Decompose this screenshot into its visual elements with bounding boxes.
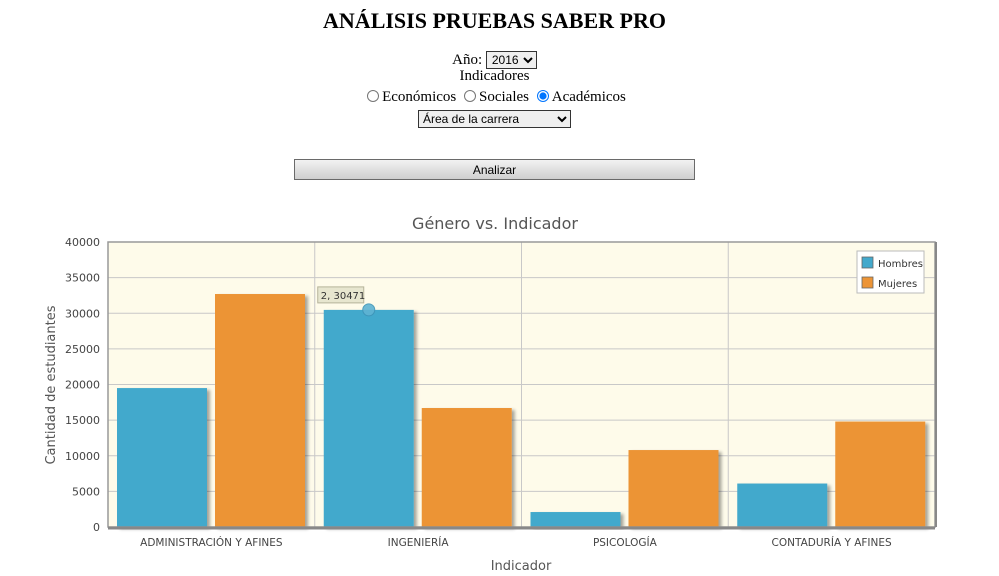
y-tick-label: 25000 [65, 343, 100, 356]
page-title: ANÁLISIS PRUEBAS SABER PRO [323, 8, 666, 33]
legend-label: Hombres [878, 259, 923, 270]
y-axis-label: Cantidad de estudiantes [44, 305, 59, 464]
radio-economicos-input[interactable] [367, 90, 380, 102]
bar-mujeres [215, 294, 305, 527]
area-row: Área de la carrera [0, 108, 989, 128]
radio-sociales[interactable]: Sociales [464, 89, 529, 105]
indicators-label: Indicadores [459, 68, 530, 84]
radio-sociales-input[interactable] [464, 90, 476, 102]
area-select[interactable]: Área de la carrera [418, 110, 571, 128]
radio-economicos[interactable]: Económicos [367, 89, 456, 105]
indicator-radio-group: Económicos Sociales Académicos [0, 89, 993, 106]
bar-mujeres [628, 450, 719, 527]
radio-sociales-label: Sociales [479, 89, 529, 105]
y-tick-label: 30000 [65, 307, 100, 320]
radio-economicos-label: Económicos [382, 89, 457, 105]
legend-swatch [861, 276, 874, 289]
axes: 0 5000 10000 15000 20000 25000 30000 35000 40000… [65, 236, 937, 549]
bars [117, 294, 926, 527]
year-row: Año: 2016 [0, 51, 989, 69]
y-tick-label: 40000 [65, 236, 100, 249]
bar-mujeres [421, 408, 512, 527]
y-tick-label: 20000 [65, 379, 100, 392]
y-tick-label: 0 [93, 521, 100, 534]
radio-academicos[interactable]: Académicos [536, 89, 626, 105]
analyze-button[interactable]: Analizar [294, 159, 695, 180]
legend-swatch [861, 256, 874, 269]
x-tick-label: PSICOLOGÍA [593, 536, 658, 549]
y-tick-label: 35000 [65, 272, 100, 285]
tooltip-text: 2, 30471 [321, 291, 366, 302]
x-tick-label: ADMINISTRACIÓN Y AFINES [140, 536, 283, 549]
y-tick-label: 15000 [65, 414, 100, 427]
x-tick-label: INGENIERÍA [388, 536, 450, 549]
year-select[interactable]: 2016 [485, 51, 537, 69]
tooltip-box [317, 286, 365, 304]
legend-label: Mujeres [878, 279, 917, 290]
year-label: Año: [452, 52, 483, 68]
bar-hombres [530, 512, 621, 527]
x-tick-label: CONTADURÍA Y AFINES [772, 536, 892, 549]
radio-academicos-label: Académicos [551, 89, 626, 105]
bar-hombres [737, 483, 828, 527]
bar-hombres [117, 388, 207, 527]
chart-title: Género vs. Indicador [412, 214, 578, 233]
tooltip: 2, 30471 [317, 286, 376, 317]
y-tick-label: 10000 [65, 450, 100, 463]
legend: Hombres Mujeres [856, 250, 925, 294]
y-tick-label: 5000 [72, 485, 100, 498]
bar-mujeres [835, 421, 926, 527]
x-axis-label: Indicador [491, 559, 552, 574]
bar-hombres [323, 309, 414, 527]
radio-academicos-input[interactable] [536, 90, 549, 102]
highlight-point [362, 303, 376, 317]
